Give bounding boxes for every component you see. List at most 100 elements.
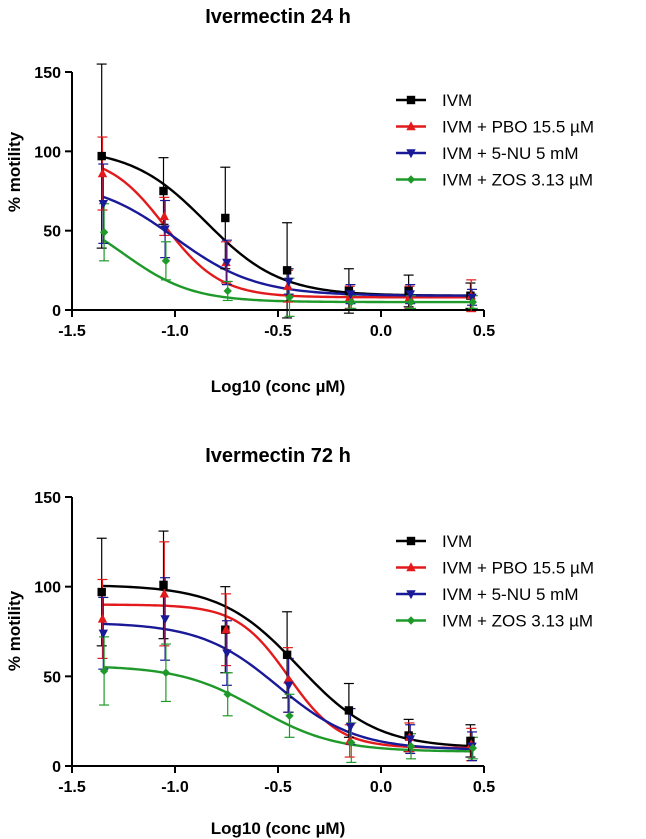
- data-point: [406, 590, 416, 600]
- data-point: [161, 256, 171, 266]
- x-tick-label: -1.5: [58, 779, 86, 796]
- legend-entry-ivm: IVM: [396, 532, 472, 551]
- data-point: [160, 225, 170, 235]
- data-point: [284, 681, 294, 691]
- axes: 0 50 100 150 -1.5 -1.0 -0.5 0.0 0.5: [34, 65, 495, 340]
- data-point: [406, 297, 416, 307]
- data-point: [221, 213, 230, 223]
- data-point: [285, 293, 294, 302]
- x-tick-label: 0.5: [473, 779, 495, 796]
- data-point: [97, 168, 108, 178]
- legend-label: IVM + PBO 15.5 µM: [442, 118, 594, 137]
- x-tick-label: -1.0: [161, 323, 189, 340]
- data-point: [406, 742, 416, 751]
- data-point: [97, 613, 108, 623]
- data-point: [222, 258, 232, 268]
- data-point: [406, 616, 416, 625]
- data-point: [283, 674, 293, 684]
- data-point: [99, 666, 109, 676]
- data-point: [221, 624, 231, 634]
- data-point: [159, 186, 168, 196]
- data-point: [97, 151, 106, 161]
- legend-entry-ivm: IVM: [396, 91, 472, 110]
- data-point: [406, 149, 416, 159]
- data-points: [97, 151, 478, 307]
- data-point: [405, 290, 415, 300]
- x-tick-label: -0.5: [264, 779, 292, 796]
- y-tick-label: 150: [34, 490, 61, 507]
- data-point: [159, 580, 168, 590]
- y-tick-label: 150: [34, 65, 61, 82]
- legend-entry-5nu: IVM + 5-NU 5 mM: [396, 585, 579, 604]
- legend-label: IVM + ZOS 3.13 µM: [442, 612, 593, 631]
- data-point: [468, 743, 478, 753]
- x-tick-label: -1.5: [58, 323, 86, 340]
- chart-panel-24h: Ivermectin 24 h % motility Log10 (conc µ…: [5, 6, 594, 396]
- data-points: [97, 580, 478, 753]
- data-point: [223, 690, 232, 699]
- legend-entry-5nu: IVM + 5-NU 5 mM: [396, 144, 579, 163]
- data-point: [222, 649, 232, 659]
- y-tick-label: 100: [34, 144, 61, 161]
- legend-entry-pbo: IVM + PBO 15.5 µM: [396, 118, 594, 137]
- data-point: [99, 228, 109, 237]
- data-point: [468, 297, 478, 307]
- data-point: [283, 281, 293, 290]
- chart-panel-72h: Ivermectin 72 h % motility Log10 (conc µ…: [5, 445, 594, 838]
- data-point: [347, 297, 356, 307]
- x-tick-label: -0.5: [264, 323, 292, 340]
- legend-entry-zos: IVM + ZOS 3.13 µM: [396, 612, 593, 631]
- data-point: [282, 266, 292, 275]
- legend-entry-zos: IVM + ZOS 3.13 µM: [396, 171, 593, 190]
- data-point: [160, 615, 170, 625]
- x-tick-label: 0.5: [473, 323, 495, 340]
- data-point: [98, 629, 108, 639]
- chart-title: Ivermectin 24 h: [205, 6, 351, 28]
- data-point: [97, 587, 106, 597]
- data-point: [406, 121, 416, 131]
- data-point: [161, 668, 171, 677]
- data-point: [223, 286, 232, 296]
- legend: IVM IVM + PBO 15.5 µM IVM + 5-NU 5 mM IV…: [396, 532, 594, 631]
- legend-label: IVM: [442, 91, 472, 110]
- y-tick-label: 0: [52, 303, 61, 320]
- data-point: [406, 536, 416, 546]
- data-point: [284, 277, 294, 287]
- y-tick-label: 50: [43, 224, 61, 241]
- data-point: [159, 588, 169, 598]
- legend-label: IVM: [442, 532, 472, 551]
- y-axis-label: % motility: [5, 131, 24, 212]
- y-tick-label: 0: [52, 759, 61, 776]
- data-point: [406, 562, 416, 572]
- data-point: [345, 722, 356, 732]
- x-tick-label: 0.0: [370, 779, 392, 796]
- axes: 0 50 100 150 -1.5 -1.0 -0.5 0.0 0.5: [34, 490, 495, 796]
- data-point: [347, 738, 356, 747]
- data-point: [285, 711, 294, 720]
- x-axis-label: Log10 (conc µM): [211, 377, 345, 396]
- data-point: [405, 735, 415, 745]
- x-tick-label: -1.0: [161, 779, 189, 796]
- x-axis-label: Log10 (conc µM): [211, 819, 345, 838]
- legend-entry-pbo: IVM + PBO 15.5 µM: [396, 559, 594, 578]
- legend-label: IVM + 5-NU 5 mM: [442, 144, 579, 163]
- data-point: [159, 211, 169, 221]
- chart-title: Ivermectin 72 h: [205, 445, 351, 467]
- y-axis-label: % motility: [5, 590, 24, 671]
- y-tick-label: 100: [34, 580, 61, 597]
- data-point: [98, 199, 108, 209]
- data-point: [406, 175, 416, 184]
- legend: IVM IVM + PBO 15.5 µM IVM + 5-NU 5 mM IV…: [396, 91, 594, 190]
- x-tick-label: 0.0: [370, 323, 392, 340]
- data-point: [345, 290, 356, 300]
- error-bars: [96, 530, 478, 764]
- y-tick-label: 50: [43, 669, 61, 686]
- legend-label: IVM + PBO 15.5 µM: [442, 559, 594, 578]
- data-point: [406, 95, 416, 105]
- data-point: [344, 706, 354, 715]
- legend-label: IVM + 5-NU 5 mM: [442, 585, 579, 604]
- data-point: [282, 650, 292, 660]
- legend-label: IVM + ZOS 3.13 µM: [442, 171, 593, 190]
- data-point: [467, 293, 477, 303]
